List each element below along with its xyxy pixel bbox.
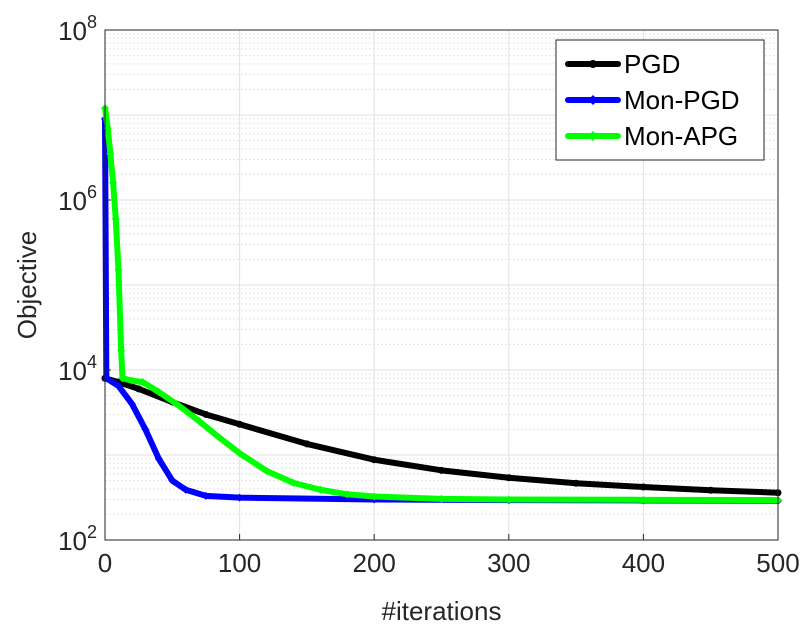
y-axis-label: Objective (12, 231, 42, 339)
x-axis-label: #iterations (382, 596, 502, 626)
legend-marker (588, 131, 598, 141)
data-point (262, 466, 271, 475)
data-point (195, 417, 204, 426)
data-point (572, 479, 580, 487)
data-point (103, 124, 112, 133)
data-point (118, 374, 127, 383)
data-point (707, 486, 715, 494)
y-tick-label: 106 (58, 182, 97, 216)
series-layer (101, 104, 782, 505)
x-tick-label: 100 (218, 548, 261, 578)
series-line (102, 105, 781, 504)
y-tick-label: 102 (58, 522, 97, 556)
legend-marker (589, 60, 597, 68)
data-point (127, 399, 136, 408)
tick-exponent: 4 (87, 352, 97, 372)
x-tick-label: 0 (98, 548, 112, 578)
data-point (235, 449, 244, 458)
y-tick-label: 104 (58, 352, 97, 386)
legend-marker (588, 95, 598, 105)
data-point (303, 440, 311, 448)
data-point (117, 346, 126, 355)
data-point (639, 495, 648, 504)
x-tick-label: 200 (353, 548, 396, 578)
series-mon-apg (101, 104, 782, 505)
data-point (168, 476, 177, 485)
data-point (127, 376, 136, 385)
x-axis-ticks: 0 100 200 300 400 500 (98, 534, 800, 578)
data-point (109, 178, 118, 187)
data-point (438, 466, 445, 474)
legend-label: Mon-PGD (624, 85, 740, 115)
data-point (111, 214, 120, 223)
data-point (154, 454, 163, 463)
data-point (141, 425, 150, 434)
data-point (138, 378, 147, 387)
data-point (114, 266, 123, 275)
data-point (370, 456, 378, 464)
data-point (114, 381, 123, 390)
data-point (202, 410, 210, 418)
data-point (181, 485, 190, 494)
data-point (135, 385, 143, 393)
plot-frame (104, 29, 779, 541)
legend: PGD Mon-PGD Mon-APG (555, 39, 765, 161)
data-point (235, 493, 244, 502)
data-point (343, 490, 352, 499)
tick-base: 10 (58, 186, 87, 216)
data-point (175, 401, 184, 410)
legend-label: Mon-APG (624, 121, 738, 151)
data-point (102, 374, 111, 383)
x-tick-label: 300 (487, 548, 530, 578)
tick-base: 10 (58, 356, 87, 386)
legend-label: PGD (624, 49, 680, 79)
legend-item-mon-pgd: Mon-PGD (565, 85, 740, 115)
tick-exponent: 8 (87, 12, 97, 32)
y-tick-label: 108 (58, 12, 97, 46)
legend-item-mon-apg: Mon-APG (565, 121, 738, 151)
data-point (106, 149, 115, 158)
data-point (201, 491, 210, 500)
data-point (370, 492, 379, 501)
tick-exponent: 2 (87, 522, 97, 542)
data-point (289, 478, 298, 487)
x-tick-label: 400 (622, 548, 665, 578)
series-line (102, 375, 781, 496)
tick-base: 10 (58, 16, 87, 46)
data-point (437, 494, 446, 503)
data-point (316, 485, 325, 494)
data-point (504, 495, 513, 504)
data-point (154, 388, 163, 397)
legend-item-pgd: PGD (565, 49, 680, 79)
x-tick-label: 500 (756, 548, 799, 578)
data-point (505, 474, 513, 482)
data-point (639, 483, 647, 491)
tick-base: 10 (58, 526, 87, 556)
data-point (215, 433, 224, 442)
data-point (236, 420, 244, 428)
tick-exponent: 6 (87, 182, 97, 202)
